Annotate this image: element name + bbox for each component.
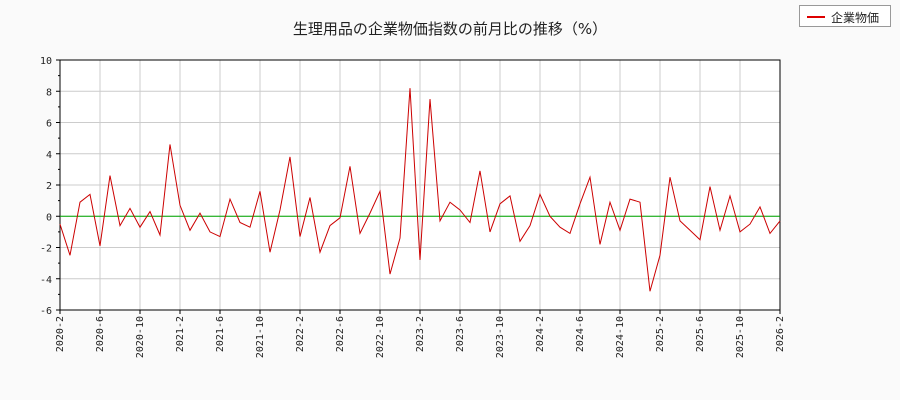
x-tick-label: 2024-2 <box>535 316 546 352</box>
x-tick-label: 2021-2 <box>175 316 186 352</box>
x-tick-label: 2021-6 <box>215 316 226 352</box>
y-tick-label: 0 <box>46 212 52 223</box>
y-tick-label: -2 <box>40 244 52 255</box>
x-tick-label: 2022-10 <box>375 316 386 358</box>
x-tick-label: 2026-2 <box>775 316 786 352</box>
x-tick-label: 2023-6 <box>455 316 466 352</box>
x-tick-label: 2022-2 <box>295 316 306 352</box>
y-tick-label: -6 <box>40 306 52 317</box>
legend-swatch <box>807 16 825 18</box>
x-tick-label: 2020-2 <box>55 316 66 352</box>
y-tick-label: 4 <box>46 150 52 161</box>
legend-label: 企業物価 <box>831 11 880 25</box>
y-tick-label: 6 <box>46 119 52 130</box>
y-tick-label: 10 <box>40 56 52 67</box>
x-tick-label: 2025-6 <box>695 316 706 352</box>
chart-title: 生理用品の企業物価指数の前月比の推移（%） <box>292 20 608 38</box>
y-tick-label: -4 <box>40 275 52 286</box>
y-tick-label: 8 <box>46 87 52 98</box>
x-tick-label: 2025-10 <box>735 316 746 358</box>
x-tick-label: 2021-10 <box>255 316 266 358</box>
legend: 企業物価 <box>799 5 891 27</box>
x-tick-label: 2024-6 <box>575 316 586 352</box>
x-tick-label: 2022-6 <box>335 316 346 352</box>
x-tick-label: 2020-10 <box>135 316 146 358</box>
plot-frame <box>59 59 781 311</box>
x-tick-label: 2023-2 <box>415 316 426 352</box>
y-tick-label: 2 <box>46 181 52 192</box>
x-tick-label: 2024-10 <box>615 316 626 358</box>
x-tick-label: 2023-10 <box>495 316 506 358</box>
x-tick-label: 2025-2 <box>655 316 666 352</box>
x-tick-label: 2020-6 <box>95 316 106 352</box>
